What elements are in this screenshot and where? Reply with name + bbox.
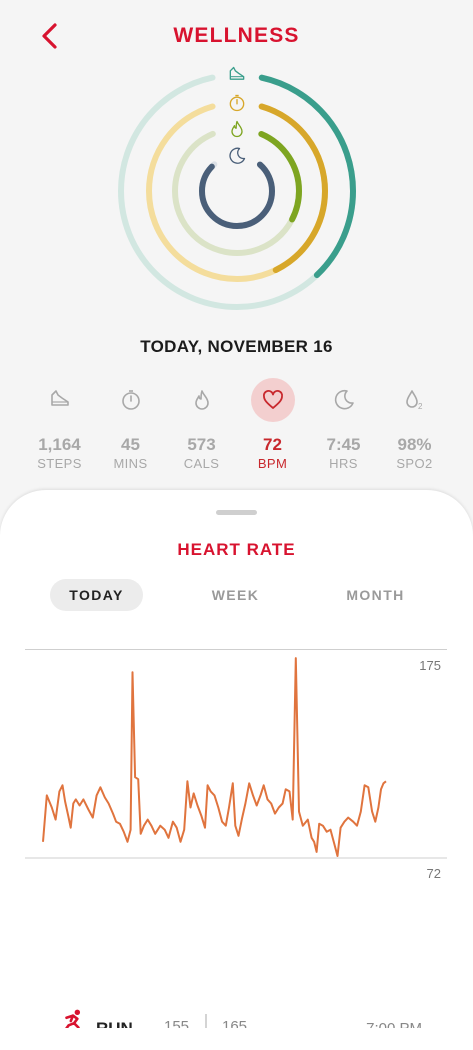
- metric-mins[interactable]: 45 MINS: [95, 378, 166, 471]
- metric-value: 72: [263, 435, 282, 454]
- metric-spo2[interactable]: 2 98% SPO2: [379, 378, 450, 471]
- metric-cals[interactable]: 573 CALS: [166, 378, 237, 471]
- metric-unit: STEPS: [37, 456, 82, 471]
- ring-icon-holder: [227, 65, 247, 85]
- ring-icon-holder: [227, 146, 247, 166]
- metric-value: 573: [187, 435, 216, 454]
- metric-icon-wrap: [109, 378, 153, 422]
- metric-icon-wrap: [250, 378, 295, 422]
- date-label: TODAY, NOVEMBER 16: [140, 337, 333, 356]
- sheet-drag-handle[interactable]: [216, 510, 257, 515]
- metric-unit: SPO2: [396, 456, 433, 471]
- moon-icon: [227, 146, 247, 166]
- tab-today[interactable]: TODAY: [50, 579, 143, 611]
- metric-unit: MINS: [113, 456, 148, 471]
- shoe-icon: [227, 65, 247, 85]
- metric-value: 45: [121, 435, 140, 454]
- chevron-left-icon: [42, 23, 57, 49]
- ring-2: [172, 126, 302, 256]
- metric-bpm[interactable]: 72 BPM: [237, 378, 308, 471]
- metric-unit: BPM: [257, 456, 288, 471]
- metric-unit: HRS: [329, 456, 358, 471]
- workout-value-1: 155: [164, 1018, 189, 1028]
- heart-rate-sheet: HEART RATE TODAY WEEK MONTH 1757212a6a12…: [0, 490, 473, 1050]
- metric-value: 98%: [397, 435, 432, 454]
- metric-hrs[interactable]: 7:45 HRS: [308, 378, 379, 471]
- flame-icon: [194, 390, 209, 410]
- heart-rate-title: HEART RATE: [177, 540, 296, 559]
- metric-icon-wrap: [180, 378, 224, 422]
- workout-row[interactable]: RUN1551657:00 PM: [0, 1008, 473, 1028]
- stopwatch-icon: [121, 390, 140, 410]
- ring-progress: [199, 153, 275, 229]
- metric-steps[interactable]: 1,164 STEPS: [24, 378, 95, 471]
- ring-icon-holder: [227, 93, 247, 113]
- ring-icon-holder: [227, 119, 247, 139]
- ring-1: [146, 100, 328, 282]
- metric-unit: CALS: [183, 456, 220, 471]
- svg-text:2: 2: [418, 402, 423, 411]
- back-button[interactable]: [34, 20, 64, 52]
- metric-icon-wrap: [38, 378, 82, 422]
- metric-icon-wrap: [322, 378, 366, 422]
- ring-progress: [146, 100, 328, 282]
- workout-time: 7:00 PM: [366, 1020, 422, 1028]
- metric-value: 7:45: [326, 435, 361, 454]
- workout-icon-holder: [60, 1009, 88, 1028]
- stopwatch-icon: [227, 93, 247, 113]
- workout-value-2: 165: [222, 1018, 247, 1028]
- heart-icon: [262, 390, 283, 409]
- metrics-row: 1,164 STEPS 45 MINS 573 CALS 72 BPM 7:45 HRS 2 98% S…: [24, 378, 450, 471]
- page-title: WELLNESS: [173, 24, 300, 47]
- y-tick-label: 175: [419, 658, 441, 673]
- moon-icon: [334, 389, 354, 410]
- heart-rate-line: [42, 657, 387, 857]
- ring-0: [118, 72, 356, 310]
- metric-icon-wrap: 2: [393, 378, 437, 422]
- metric-value: 1,164: [38, 435, 81, 454]
- ring-progress: [118, 72, 356, 310]
- shoe-icon: [50, 390, 69, 406]
- ring-3: [199, 153, 275, 229]
- range-tabs: TODAY WEEK MONTH: [0, 579, 473, 611]
- heart-rate-chart: 1757212a6a12p6p12a: [25, 649, 447, 881]
- flame-icon: [227, 119, 247, 139]
- app-header: WELLNESS: [0, 0, 473, 70]
- tab-month[interactable]: MONTH: [346, 587, 405, 603]
- activity-rings: [118, 64, 356, 310]
- tab-week[interactable]: WEEK: [211, 587, 260, 603]
- runner-icon: [60, 1009, 86, 1028]
- oxygen-drop-icon: 2: [405, 390, 423, 411]
- ring-progress: [172, 126, 302, 256]
- y-tick-label: 72: [427, 866, 441, 881]
